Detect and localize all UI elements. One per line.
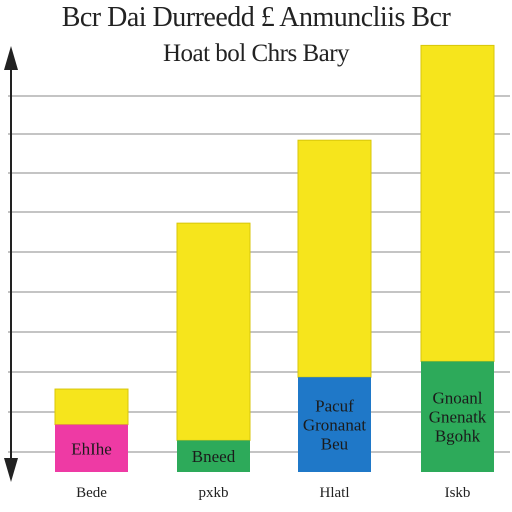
bar-segment-label-2-1: Gronanat — [303, 416, 367, 435]
bar-segment-label-1-0: Bneed — [192, 447, 236, 466]
bar-base-0 — [55, 424, 128, 472]
bar-segment-label-2-2: Beu — [321, 435, 349, 454]
bar-base-2 — [298, 377, 371, 472]
bar-top-1 — [176, 222, 251, 441]
category-label-2: Hlatl — [320, 485, 350, 501]
bar-top-0 — [54, 388, 129, 426]
bar-segment-label-3-0: Gnoanl — [432, 389, 482, 408]
chart-title-line-1: Bcr Dai Durreedd £ Anmuncliis Bcr — [61, 2, 451, 33]
y-axis-arrow-top — [4, 46, 18, 70]
category-label-3: Iskb — [445, 485, 471, 501]
category-label-1: pxkb — [199, 485, 229, 501]
category-label-0: Bede — [76, 485, 107, 501]
bar-segment-label-3-1: Gnenatk — [429, 408, 487, 427]
bar-base-1 — [177, 440, 250, 472]
chart-title-line-2: Hoat bol Chrs Bary — [162, 40, 350, 67]
bar-segment-label-3-2: Bgohk — [435, 427, 481, 446]
bar-top-2 — [297, 139, 372, 378]
y-axis-arrow-bottom — [4, 458, 18, 482]
bar-top-3 — [420, 44, 495, 362]
bar-segment-label-2-0: Pacuf — [315, 397, 354, 416]
bar-segment-label-0-0: EhIhe — [71, 439, 112, 458]
bar-base-3 — [421, 361, 494, 472]
